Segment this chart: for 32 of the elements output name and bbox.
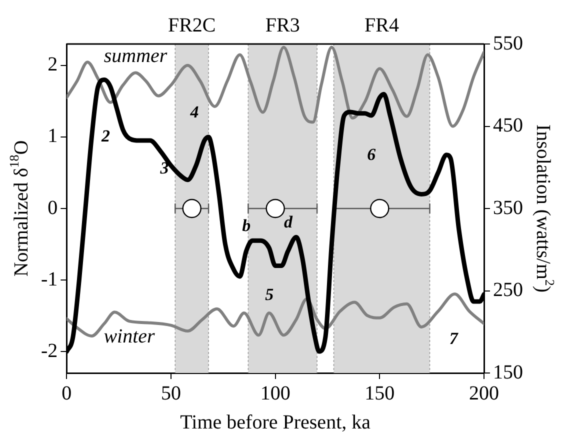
annotation: 3 bbox=[159, 158, 170, 178]
x-axis-title: Time before Present, ka bbox=[180, 411, 371, 434]
line-series bbox=[66, 46, 484, 128]
annotation: 5 bbox=[265, 285, 274, 304]
y-tick-label: 0 bbox=[48, 196, 58, 219]
band-label: FR3 bbox=[265, 14, 300, 36]
annotation: 2 bbox=[100, 126, 110, 146]
y-tick-label: 2 bbox=[48, 54, 58, 76]
annotation: 6 bbox=[367, 144, 376, 164]
band-label: FR4 bbox=[364, 14, 399, 36]
x-tick-label: 0 bbox=[62, 382, 72, 404]
y2-tick-label: 350 bbox=[493, 196, 523, 219]
x-tick-label: 100 bbox=[260, 382, 290, 404]
x-tick-label: 200 bbox=[469, 382, 499, 404]
series-label: summer bbox=[104, 45, 168, 68]
y2-tick-label: 450 bbox=[493, 114, 523, 136]
y-tick-label: -2 bbox=[40, 340, 58, 362]
y2-tick-label: 150 bbox=[493, 361, 523, 384]
annotation: d bbox=[284, 212, 293, 232]
annotation: 7 bbox=[449, 328, 460, 348]
x-tick-label: 150 bbox=[364, 382, 395, 404]
x-tick-label: 50 bbox=[160, 382, 181, 404]
y-tick-label: 1 bbox=[48, 125, 58, 148]
y2-tick-label: 550 bbox=[493, 32, 523, 54]
y-tick-label: -1 bbox=[40, 268, 58, 290]
series-label: winter bbox=[104, 325, 156, 348]
annotation: 4 bbox=[189, 102, 199, 122]
y-axis-title: Normalized δ18O bbox=[6, 140, 32, 277]
y2-tick-label: 250 bbox=[493, 279, 523, 301]
annotation: b bbox=[242, 216, 251, 236]
band-label: FR2C bbox=[168, 14, 216, 36]
y2-axis-title: Insolation (watts/m2) bbox=[532, 124, 558, 293]
